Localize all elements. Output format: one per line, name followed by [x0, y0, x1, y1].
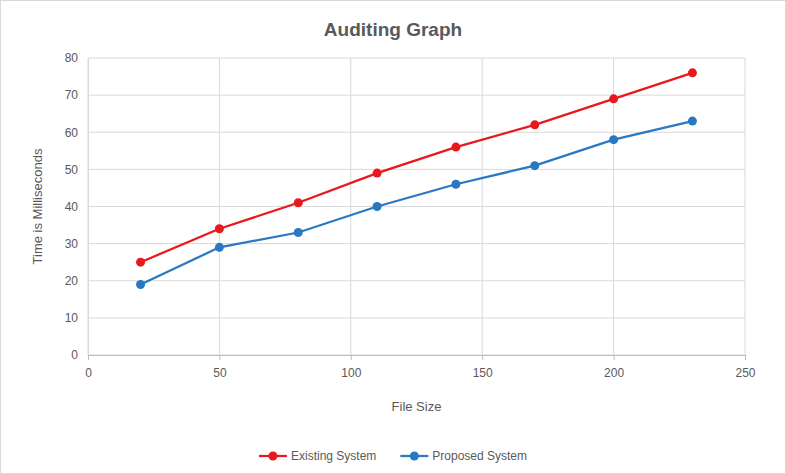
y-tick: 80 [65, 51, 88, 65]
x-tick-mark [482, 355, 483, 360]
x-tick: 150 [473, 355, 493, 380]
x-tick-label: 50 [213, 366, 227, 380]
series-marker [688, 117, 697, 126]
grid-line-x [745, 58, 746, 355]
x-axis-line [89, 356, 746, 361]
plot-area: 0 10 20 30 40 50 60 70 80 0 50 100 150 200 250 [65, 51, 756, 379]
series-marker [451, 143, 460, 152]
y-tick-label: 60 [65, 126, 79, 140]
grid [88, 58, 745, 355]
series-marker [530, 120, 539, 129]
x-axis: 0 50 100 150 200 250 [85, 355, 756, 380]
legend-swatch-marker [410, 452, 419, 461]
grid-line-y [88, 58, 745, 59]
x-tick: 200 [604, 355, 624, 380]
series-group [136, 68, 697, 289]
grid-line-y [88, 206, 745, 207]
x-tick-label: 100 [341, 366, 361, 380]
y-tick: 30 [65, 237, 88, 251]
y-tick-label: 30 [65, 237, 79, 251]
series-line [141, 73, 693, 262]
y-tick-label: 40 [65, 200, 79, 214]
x-tick-mark [614, 355, 615, 360]
series-marker [688, 68, 697, 77]
chart-title: Auditing Graph [324, 19, 462, 40]
y-tick-label: 70 [65, 88, 79, 102]
legend-label: Proposed System [432, 449, 527, 463]
series-marker [373, 169, 382, 178]
x-tick-label: 150 [473, 366, 493, 380]
legend: Existing System Proposed System [259, 449, 527, 463]
grid-line-y [88, 169, 745, 170]
y-tick: 0 [71, 348, 88, 362]
series-marker [530, 161, 539, 170]
y-axis: 0 10 20 30 40 50 60 70 80 [65, 51, 89, 362]
y-tick-label: 20 [65, 274, 79, 288]
x-tick-mark [88, 355, 89, 360]
series-line [141, 121, 693, 284]
y-tick-label: 80 [65, 51, 79, 65]
grid-line-y [88, 280, 745, 281]
grid-line-y [88, 317, 745, 318]
x-tick-mark [745, 355, 746, 360]
grid-line-y [88, 95, 745, 96]
x-tick-label: 200 [604, 366, 624, 380]
legend-swatch-marker [268, 452, 277, 461]
series-marker [609, 135, 618, 144]
legend-item: Existing System [259, 449, 376, 463]
y-tick: 40 [65, 200, 88, 214]
x-tick: 100 [341, 355, 361, 380]
series-marker [215, 243, 224, 252]
y-tick-label: 50 [65, 163, 79, 177]
grid-line-x [482, 58, 483, 355]
y-tick: 10 [65, 311, 88, 325]
series-marker [215, 224, 224, 233]
x-tick-mark [351, 355, 352, 360]
y-axis-line [88, 59, 89, 356]
grid-line-x [350, 58, 351, 355]
y-tick-label: 0 [71, 348, 78, 362]
y-tick-label: 10 [65, 311, 79, 325]
x-axis-title: File Size [392, 399, 442, 414]
legend-item: Proposed System [400, 449, 527, 463]
x-tick-mark [219, 355, 220, 360]
x-tick-label: 250 [735, 366, 755, 380]
y-tick: 70 [65, 88, 88, 102]
series-marker [136, 280, 145, 289]
x-tick: 50 [213, 355, 227, 380]
grid-line-x [88, 58, 89, 355]
series-marker [136, 258, 145, 267]
legend-label: Existing System [291, 449, 376, 463]
chart-border [1, 1, 786, 474]
y-axis-title: Time is Milliseconds [30, 148, 45, 264]
series-marker [609, 94, 618, 103]
series-marker [294, 198, 303, 207]
x-tick-label: 0 [85, 366, 92, 380]
series-marker [451, 180, 460, 189]
chart-svg: 0 10 20 30 40 50 60 70 80 0 50 100 150 200 250 Auditing… [0, 0, 786, 474]
y-tick: 20 [65, 274, 88, 288]
x-tick: 0 [85, 355, 92, 380]
x-tick: 250 [735, 355, 755, 380]
grid-line-x [219, 58, 220, 355]
series-marker [373, 202, 382, 211]
y-tick: 60 [65, 126, 88, 140]
series-marker [294, 228, 303, 237]
y-tick: 50 [65, 163, 88, 177]
